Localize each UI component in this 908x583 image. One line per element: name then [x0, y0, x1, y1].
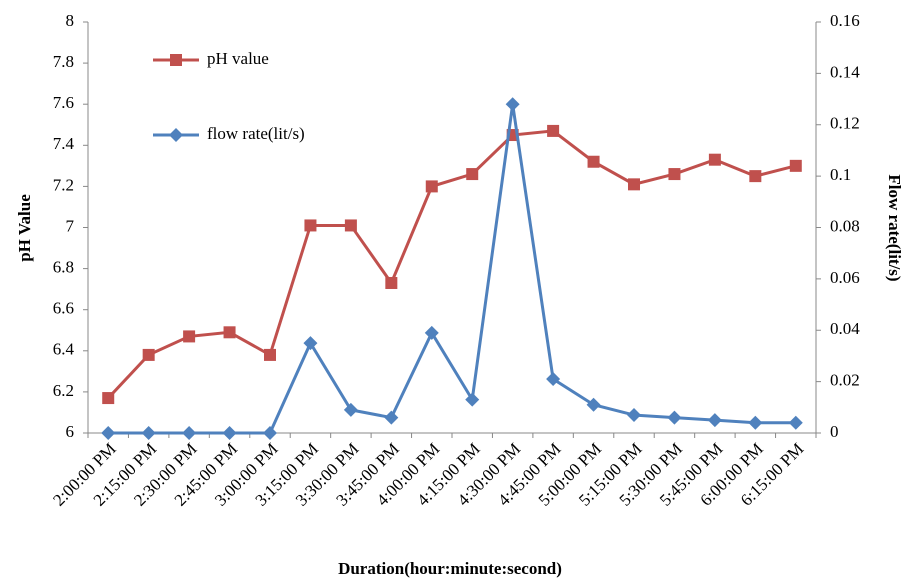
point	[344, 219, 357, 232]
y-tick-label: 6.8	[53, 258, 74, 277]
y-tick-label: 6.4	[53, 340, 75, 359]
point	[183, 330, 196, 343]
y-tick-label: 7	[66, 216, 75, 235]
point	[708, 153, 721, 166]
series-line	[107, 129, 797, 400]
point	[627, 408, 641, 423]
point	[586, 397, 601, 412]
y-tick-label: 7.2	[53, 175, 74, 194]
point	[263, 426, 277, 440]
y2-tick-label: 0.08	[830, 216, 860, 235]
point	[788, 415, 803, 430]
y2-tick-label: 0.04	[830, 319, 860, 338]
y-tick-label: 7.6	[53, 93, 74, 112]
point	[141, 426, 156, 440]
point	[466, 168, 479, 181]
point	[547, 124, 560, 137]
point	[546, 372, 561, 387]
y-tick-label: 8	[66, 11, 75, 30]
point	[384, 410, 399, 425]
y2-tick-label: 0.12	[830, 114, 860, 133]
y-tick-label: 7.8	[53, 52, 74, 71]
point	[668, 168, 681, 181]
y2-tick-label: 0.02	[830, 371, 860, 390]
y2-axis-title: Flow rate(lit/s)	[885, 174, 904, 281]
y2-tick-label: 0	[830, 422, 839, 441]
point	[101, 426, 116, 440]
point	[385, 276, 398, 289]
y2-tick-label: 0.16	[830, 11, 860, 30]
y-tick-label: 7.4	[53, 134, 75, 153]
y2-tick-label: 0.06	[830, 268, 860, 287]
point	[748, 415, 763, 430]
y2-tick-label: 0.14	[830, 62, 860, 81]
y2-tick-label: 0.1	[830, 165, 851, 184]
legend-label: pH value	[207, 49, 269, 68]
point	[424, 325, 439, 340]
point	[222, 426, 237, 440]
point	[789, 159, 802, 172]
point	[182, 426, 197, 440]
x-axis-title: Duration(hour:minute:second)	[338, 559, 562, 578]
y-tick-label: 6.2	[53, 381, 74, 400]
point	[506, 129, 519, 142]
y-tick-label: 6.6	[53, 299, 74, 318]
point	[505, 97, 520, 112]
point	[102, 392, 115, 405]
legend-label: flow rate(lit/s)	[207, 124, 305, 143]
point	[707, 413, 722, 428]
point	[425, 180, 438, 193]
point	[628, 178, 640, 191]
point	[749, 170, 762, 183]
point	[343, 402, 358, 417]
point	[304, 219, 317, 232]
legend-marker	[169, 128, 183, 142]
legend-marker	[170, 54, 182, 66]
point	[465, 392, 480, 407]
y-axis-title: pH Value	[15, 194, 34, 262]
y-tick-label: 6	[66, 422, 75, 441]
series-line	[108, 103, 796, 435]
point	[303, 336, 318, 351]
point	[667, 410, 682, 425]
point	[223, 326, 236, 339]
point	[264, 348, 276, 361]
point	[142, 348, 155, 361]
point	[587, 155, 600, 168]
